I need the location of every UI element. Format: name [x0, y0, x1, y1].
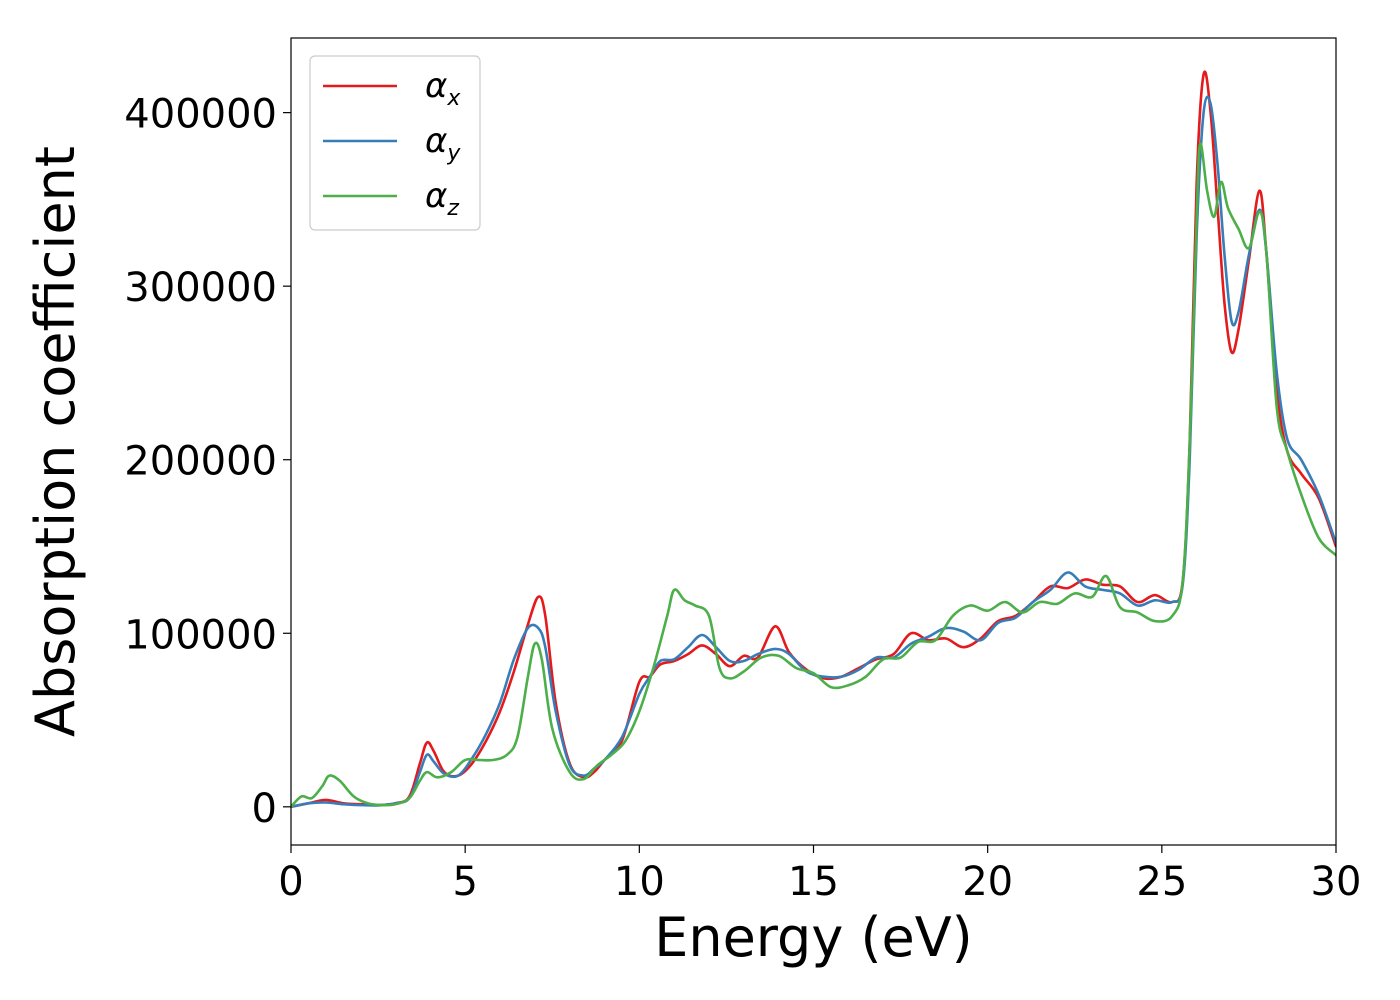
legend-box	[309, 55, 481, 231]
y-axis: 0 100000 200000 300000 400000	[124, 92, 291, 832]
x-axis-label: Energy (eV)	[654, 906, 973, 969]
y-tick-label: 200000	[124, 439, 277, 485]
series-line-x	[291, 70, 1336, 809]
x-tick-label: 10	[614, 859, 665, 905]
y-axis-label: Absorption coefficient	[24, 146, 87, 737]
series-line-z	[291, 142, 1336, 809]
x-axis: 0 5 10 15 20 25 30	[278, 845, 1361, 905]
x-tick-label: 30	[1311, 859, 1362, 905]
y-tick-label: 300000	[124, 265, 277, 311]
x-tick-label: 5	[452, 859, 477, 905]
y-tick-label: 100000	[124, 612, 277, 658]
x-tick-label: 0	[278, 859, 303, 905]
x-tick-label: 20	[962, 859, 1013, 905]
y-tick-label: 0	[252, 786, 277, 832]
x-tick-label: 15	[788, 859, 839, 905]
series-layer	[291, 70, 1336, 809]
legend-label-x: αx	[425, 66, 461, 111]
x-tick-label: 25	[1136, 859, 1187, 905]
y-tick-label: 400000	[124, 92, 277, 138]
